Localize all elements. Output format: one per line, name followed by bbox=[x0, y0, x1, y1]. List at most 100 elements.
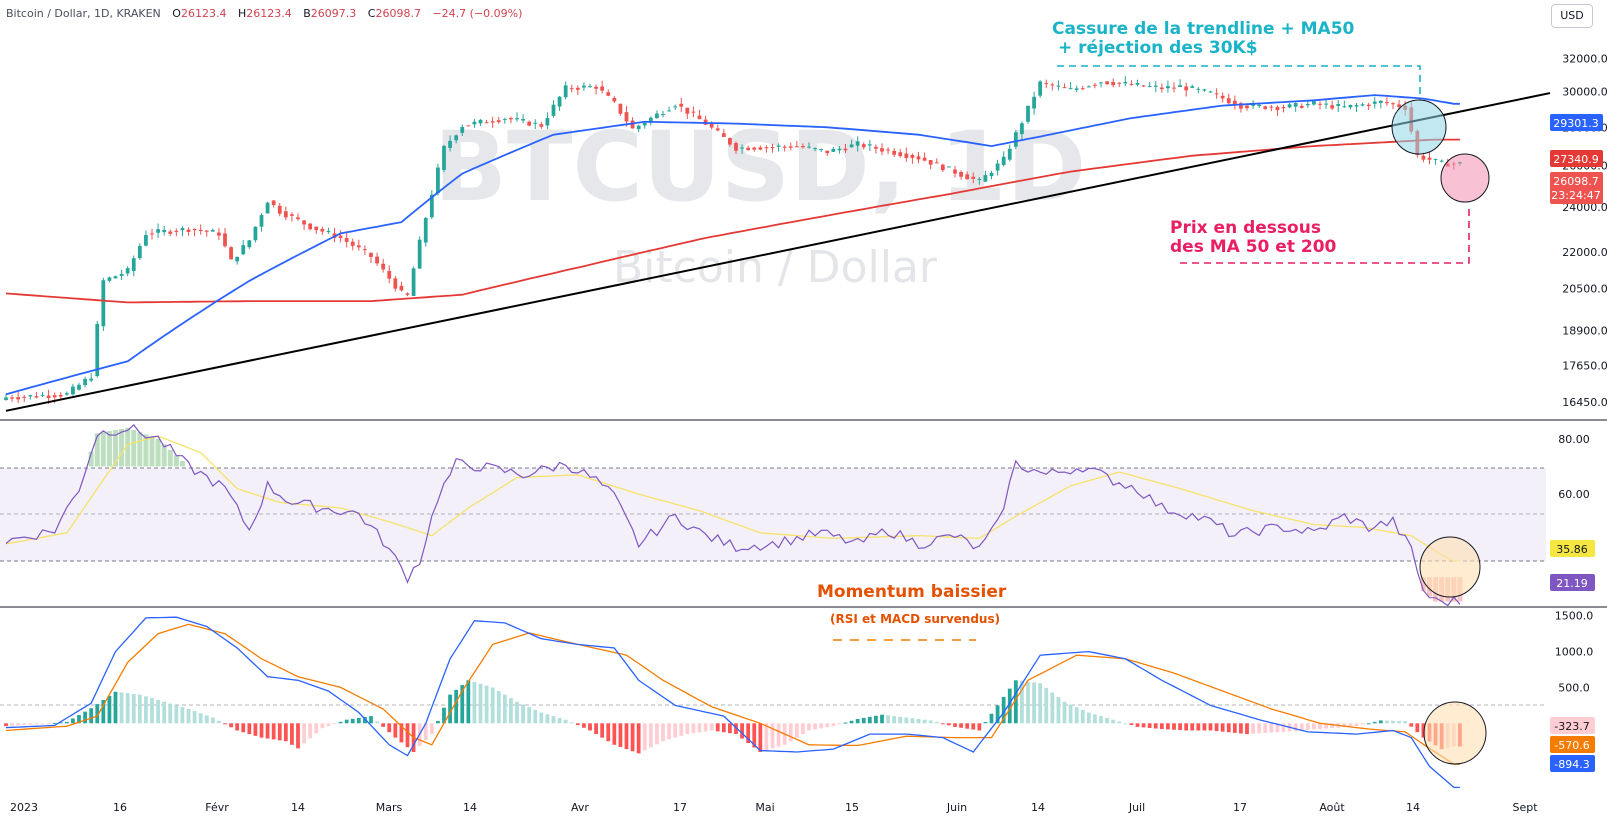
macd-histogram-bar bbox=[831, 723, 836, 727]
price-axis-tick: 24000.0 bbox=[1562, 201, 1607, 214]
macd-histogram-bar bbox=[582, 723, 586, 728]
candle-body bbox=[1086, 86, 1091, 88]
macd-histogram-bar bbox=[52, 722, 57, 724]
macd-histogram-bar bbox=[22, 723, 27, 726]
macd-histogram-bar bbox=[332, 723, 337, 725]
candle-body bbox=[947, 166, 951, 168]
macd-histogram-bar bbox=[58, 722, 63, 724]
candle-body bbox=[1044, 83, 1049, 85]
candle-body bbox=[271, 200, 276, 206]
macd-axis-tick: 1000.0 bbox=[1555, 646, 1594, 659]
time-axis-tick: Févr bbox=[205, 801, 229, 814]
candle-body bbox=[1093, 84, 1097, 86]
macd-histogram-bar bbox=[557, 717, 562, 724]
rsi-ma-text: 35.86 bbox=[1556, 543, 1588, 556]
macd-histogram-bar bbox=[338, 721, 343, 724]
currency-button[interactable]: USD bbox=[1551, 4, 1593, 28]
candle-body bbox=[794, 146, 799, 148]
macd-histogram-bar bbox=[210, 717, 215, 724]
rsi-ma-line bbox=[5, 435, 1460, 562]
candle-body bbox=[594, 86, 598, 89]
candle-body bbox=[746, 147, 751, 151]
candle-body bbox=[1202, 89, 1207, 91]
macd-histogram-bar bbox=[1269, 723, 1274, 733]
candle-body bbox=[1385, 102, 1389, 104]
countdown-text: 23:24:47 bbox=[1551, 189, 1600, 202]
time-axis-tick: Août bbox=[1319, 801, 1345, 814]
candle-body bbox=[192, 228, 197, 231]
macd-histogram-bar bbox=[861, 717, 866, 724]
macd-histogram-bar bbox=[101, 699, 106, 724]
macd-histogram-bar bbox=[472, 682, 477, 724]
macd-histogram-bar bbox=[533, 709, 538, 724]
candle-body bbox=[1153, 85, 1158, 87]
macd-histogram-bar bbox=[40, 723, 45, 725]
candle-body bbox=[1239, 103, 1243, 109]
macd-histogram-bar bbox=[1178, 723, 1182, 731]
time-axis-tick: 14 bbox=[1031, 801, 1045, 814]
macd-histogram-bar bbox=[880, 714, 884, 724]
price-axis-tick: 16450.0 bbox=[1562, 396, 1607, 409]
candle-body bbox=[1348, 104, 1353, 108]
macd-histogram-bar bbox=[740, 723, 744, 739]
time-axis-tick: 17 bbox=[1233, 801, 1247, 814]
candle-body bbox=[241, 245, 246, 255]
candle-body bbox=[502, 119, 507, 121]
macd-line-text: -894.3 bbox=[1554, 758, 1589, 771]
candle-body bbox=[46, 395, 51, 399]
candle-body bbox=[186, 229, 191, 232]
macd-histogram-bar bbox=[490, 687, 495, 724]
macd-histogram-bar bbox=[928, 720, 933, 724]
macd-histogram-bar bbox=[1153, 723, 1158, 729]
candle-body bbox=[709, 123, 714, 128]
macd-histogram-bar bbox=[995, 705, 1000, 724]
candle-body bbox=[393, 278, 398, 289]
macd-histogram-bar bbox=[886, 715, 890, 724]
candle-body bbox=[667, 110, 671, 112]
macd-histogram-bar bbox=[1044, 687, 1049, 724]
candle-body bbox=[429, 194, 434, 218]
macd-histogram-bar bbox=[1232, 723, 1237, 733]
candle-body bbox=[582, 85, 586, 88]
macd-histogram-bar bbox=[1080, 709, 1085, 724]
candle-body bbox=[728, 138, 732, 145]
candle-body bbox=[387, 271, 392, 279]
macd-histogram-bar bbox=[448, 694, 452, 724]
macd-histogram-bar bbox=[369, 716, 373, 724]
ma200-price-tag bbox=[1550, 150, 1603, 167]
macd-histogram-bar bbox=[1220, 723, 1225, 732]
macd-histogram-bar bbox=[223, 723, 227, 725]
price-axis-tick: 22000.0 bbox=[1562, 246, 1607, 259]
macd-histogram-bar bbox=[509, 698, 513, 724]
annotation-below-ma-dash bbox=[1180, 204, 1470, 264]
annotation-momentum-sub: (RSI et MACD survendus) bbox=[830, 612, 1000, 626]
macd-histogram-bar bbox=[290, 723, 294, 745]
macd-histogram-bar bbox=[125, 693, 130, 724]
macd-histogram-bar bbox=[661, 723, 665, 742]
candle-body bbox=[174, 230, 179, 232]
candle-body bbox=[867, 144, 872, 146]
candle-body bbox=[417, 239, 422, 269]
macd-histogram-bar bbox=[788, 723, 793, 742]
candle-body bbox=[1190, 86, 1195, 88]
macd-histogram-bar bbox=[1099, 716, 1103, 724]
symbol-header: Bitcoin / Dollar, 1D, KRAKEN O26123.4 H2… bbox=[6, 7, 530, 20]
macd-histogram-bar bbox=[356, 717, 361, 724]
macd-histogram-bar bbox=[922, 719, 927, 724]
annotation-below-ma-line1: Prix en dessous bbox=[1170, 218, 1321, 238]
candle-body bbox=[655, 113, 659, 119]
macd-histogram-bar bbox=[253, 723, 258, 736]
macd-histogram-bar bbox=[934, 722, 939, 724]
ma200-line bbox=[5, 138, 1460, 304]
candle-body bbox=[697, 115, 702, 120]
macd-histogram-bar bbox=[460, 685, 465, 724]
time-axis-tick: 17 bbox=[673, 801, 687, 814]
macd-histogram-bar bbox=[965, 723, 970, 729]
macd-histogram-bar bbox=[1172, 723, 1176, 730]
candle-body bbox=[539, 124, 544, 127]
macd-histogram-bar bbox=[521, 704, 525, 724]
candle-body bbox=[776, 145, 781, 147]
macd-histogram-bar bbox=[1330, 723, 1335, 729]
candle-body bbox=[1208, 91, 1213, 93]
